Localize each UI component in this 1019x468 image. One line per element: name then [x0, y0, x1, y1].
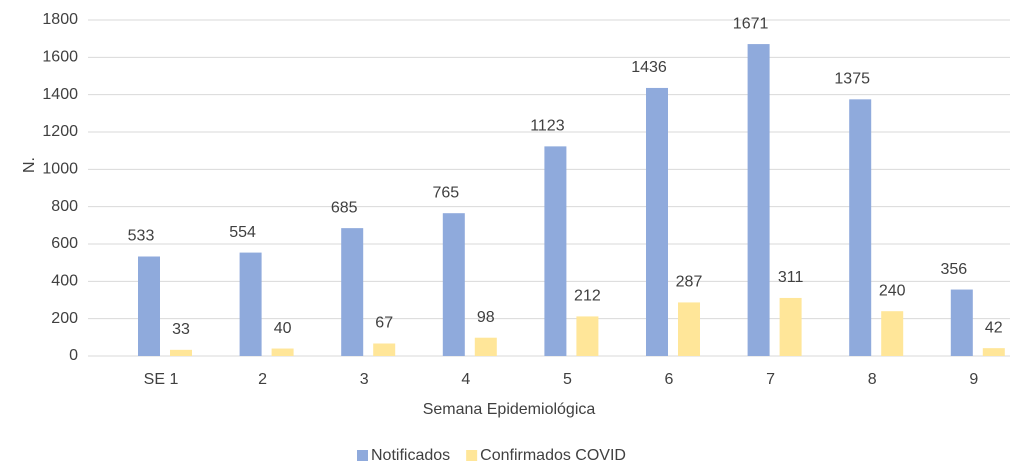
- data-label: 554: [229, 224, 256, 241]
- x-tick-label: 7: [766, 371, 775, 388]
- y-tick-label: 400: [51, 273, 78, 290]
- y-tick-label: 0: [69, 347, 78, 364]
- x-tick-label: SE 1: [144, 371, 179, 388]
- bar: [341, 228, 364, 356]
- x-tick-label: 9: [969, 371, 978, 388]
- data-label: 1436: [631, 59, 667, 76]
- data-label: 67: [375, 315, 393, 332]
- y-tick-label: 1000: [42, 161, 78, 178]
- data-label: 40: [274, 320, 292, 337]
- data-label: 42: [985, 319, 1003, 336]
- x-axis-label: Semana Epidemiológica: [423, 401, 596, 418]
- bar: [646, 87, 668, 357]
- bar: [747, 44, 770, 357]
- bar: [576, 316, 599, 356]
- data-label: 33: [172, 321, 190, 338]
- bar: [982, 348, 1005, 356]
- data-label: 212: [574, 288, 601, 305]
- data-label: 287: [676, 274, 703, 291]
- bar: [239, 252, 262, 356]
- bar: [950, 289, 973, 356]
- data-label: 356: [940, 261, 967, 278]
- y-tick-label: 1600: [42, 49, 78, 66]
- x-tick-label: 5: [563, 371, 572, 388]
- data-label: 533: [128, 228, 155, 245]
- data-label: 240: [879, 282, 906, 299]
- legend-swatch: [466, 450, 478, 461]
- y-tick-label: 1200: [42, 123, 78, 140]
- y-tick-label: 800: [51, 198, 78, 215]
- data-label: 1375: [834, 71, 870, 88]
- bar: [544, 146, 567, 356]
- y-tick-label: 1400: [42, 86, 78, 103]
- bar: [474, 337, 497, 356]
- data-label: 1123: [530, 118, 565, 135]
- bar: [373, 343, 396, 356]
- bar: [881, 311, 904, 356]
- bar: [678, 302, 700, 356]
- legend-label: Confirmados COVID: [480, 447, 626, 464]
- bar: [138, 256, 160, 356]
- y-axis-label: N.: [21, 157, 38, 173]
- x-tick-label: 2: [258, 371, 267, 388]
- x-tick-label: 8: [868, 371, 877, 388]
- bar: [170, 349, 192, 356]
- bar: [779, 297, 802, 356]
- y-tick-label: 600: [51, 235, 78, 252]
- y-tick-label: 1800: [42, 11, 78, 28]
- bar: [271, 348, 294, 356]
- data-label: 311: [778, 269, 804, 286]
- x-tick-label: 6: [665, 371, 674, 388]
- data-label: 685: [331, 199, 358, 216]
- data-label: 98: [477, 309, 495, 326]
- bar: [849, 99, 872, 356]
- x-tick-label: 4: [461, 371, 470, 388]
- legend-swatch: [357, 450, 368, 461]
- y-tick-label: 200: [51, 310, 78, 327]
- legend-label: Notificados: [371, 447, 450, 464]
- data-label: 1671: [733, 15, 769, 32]
- x-tick-label: 3: [360, 371, 369, 388]
- bar: [442, 213, 465, 356]
- data-label: 765: [432, 184, 459, 201]
